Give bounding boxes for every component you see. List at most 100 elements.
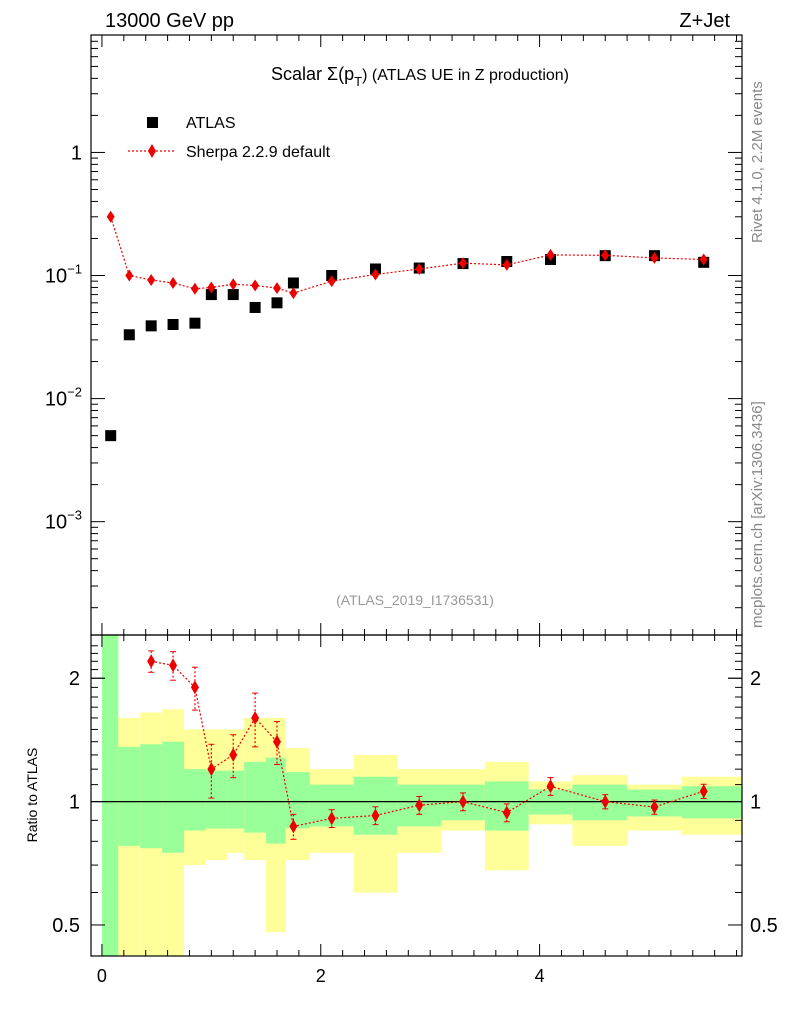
ratio-point (147, 654, 156, 669)
plot-title-sub: T (354, 74, 362, 89)
legend-atlas-label: ATLAS (186, 115, 236, 132)
y-tick-exp: −3 (67, 508, 82, 523)
ratio-y-tick-label-right: 0.5 (750, 915, 778, 937)
sherpa-point (251, 279, 260, 292)
atlas-point (227, 289, 239, 301)
ratio-band-green (227, 770, 245, 829)
atlas-point (145, 320, 157, 332)
ratio-point (459, 794, 467, 809)
sherpa-point (459, 257, 467, 270)
ratio-band-green (118, 746, 141, 846)
atlas-point (105, 430, 117, 442)
ratio-frame (90, 634, 743, 957)
ratio-y-tick-label-right: 2 (750, 668, 761, 690)
plot-title-main: Scalar Σ(p (271, 64, 354, 84)
ratio-band-green (266, 757, 286, 844)
y-tick-exp: −1 (67, 262, 82, 277)
sherpa-point (327, 275, 336, 288)
sherpa-point (229, 278, 238, 291)
sherpa-point (415, 262, 424, 275)
legend: ATLAS Sherpa 2.2.9 default (128, 115, 331, 161)
ratio-band-green (681, 786, 742, 819)
sherpa-point (147, 273, 156, 286)
ratio-uncertainty-bands (101, 635, 742, 956)
ratio-line (151, 660, 704, 828)
ratio-point (190, 680, 199, 695)
atlas-point (271, 297, 283, 309)
sherpa-point (546, 248, 555, 261)
ratio-point (601, 794, 610, 809)
ratio-band-green (572, 784, 628, 821)
sherpa-point (502, 258, 511, 271)
sherpa-point (601, 249, 610, 262)
y-tick-base: 10 (45, 512, 67, 534)
atlas-point (123, 329, 135, 341)
ratio-band-green (353, 776, 398, 835)
x-tick-label: 2 (316, 966, 326, 986)
sherpa-point (125, 269, 134, 282)
y-tick-base: 10 (45, 266, 67, 288)
ratio-point (650, 800, 659, 815)
rivet-label: Rivet 4.1.0, 2.2M events (749, 81, 766, 243)
ratio-y-tick-label-left: 0.5 (52, 915, 80, 937)
y-tick-label: 10−1 (45, 262, 82, 288)
ratio-point (273, 734, 281, 749)
y-tick-label: 10−3 (45, 508, 82, 534)
sherpa-line (110, 216, 704, 294)
atlas-point (287, 277, 299, 289)
ratio-point (502, 805, 511, 820)
mcplots-label: mcplots.cern.ch [arXiv:1306.3436] (749, 401, 766, 628)
y-tick-exp: −2 (67, 385, 82, 400)
ratio-y-tick-label-right: 1 (750, 792, 761, 814)
ratio-point (546, 779, 555, 794)
ratio-band-green (140, 744, 163, 849)
sherpa-point (699, 253, 708, 266)
atlas-point (249, 301, 261, 313)
sherpa-point (106, 210, 115, 223)
sherpa-point (371, 268, 380, 281)
sherpa-point (190, 282, 199, 295)
sherpa-point (273, 282, 281, 295)
ratio-point (289, 819, 298, 834)
plot-title: Scalar Σ(pT) (ATLAS UE in Z production) (271, 64, 569, 89)
legend-sherpa-marker (148, 144, 156, 158)
ratio-band-green (205, 770, 228, 829)
y-tick-label: 1 (71, 142, 82, 164)
sherpa-point (169, 276, 178, 289)
y-tick-base: 1 (71, 142, 82, 164)
ratio-ylabel: Ratio to ATLAS (24, 748, 40, 843)
ratio-point (415, 798, 424, 813)
ratio-point (327, 811, 336, 826)
sherpa-point (650, 251, 659, 264)
atlas-point (189, 317, 201, 329)
ratio-point (371, 808, 380, 823)
analysis-id: (ATLAS_2019_I1736531) (336, 592, 494, 608)
ratio-plot-marks (91, 650, 742, 840)
x-tick-label: 4 (535, 966, 545, 986)
main-plot-marks (105, 210, 710, 442)
sherpa-point (289, 287, 298, 300)
atlas-point (167, 318, 179, 330)
plot-title-tail: ) (ATLAS UE in Z production) (362, 67, 569, 84)
ratio-band-green (101, 635, 119, 956)
ratio-y-tick-label-left: 1 (69, 792, 80, 814)
energy-label: 13000 GeV pp (105, 10, 234, 32)
ratio-point (229, 747, 238, 762)
ratio-point (169, 658, 178, 673)
ratio-band-green (244, 761, 267, 833)
ratio-band-green (162, 741, 184, 853)
ratio-band-green (285, 772, 310, 829)
ratio-point (251, 710, 260, 725)
ratio-band-green (184, 769, 206, 831)
process-label: Z+Jet (679, 10, 730, 32)
ratio-point (207, 762, 216, 777)
atlas-point (205, 289, 217, 301)
y-tick-base: 10 (45, 389, 67, 411)
x-tick-label: 0 (97, 966, 107, 986)
ratio-point (699, 784, 708, 799)
legend-atlas-marker (147, 117, 158, 128)
y-tick-label: 10−2 (45, 385, 82, 411)
ratio-y-tick-label-left: 2 (69, 668, 80, 690)
